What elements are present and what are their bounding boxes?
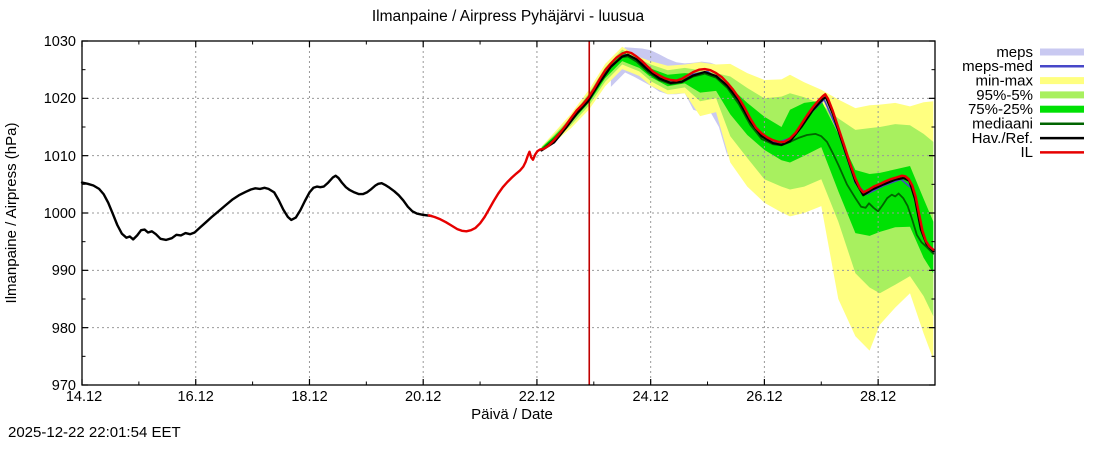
x-tick-label: 16.12	[178, 389, 214, 405]
series-lines-layer	[80, 50, 935, 255]
legend-label-meps: meps	[996, 44, 1033, 61]
y-tick-label: 1030	[44, 34, 76, 50]
series-il	[427, 50, 935, 251]
y-tick-label: 1010	[44, 149, 76, 165]
legend-swatch-95-5	[1040, 91, 1084, 99]
y-tick-label: 1020	[44, 91, 76, 107]
axis-ticks-layer	[81, 40, 935, 386]
y-tick-label: 1000	[44, 206, 76, 222]
y-tick-label: 970	[52, 378, 76, 394]
y-tick-labels: 1030 1020 1010 1000 990 980 970	[44, 34, 76, 394]
legend-label-mediaani: mediaani	[972, 116, 1033, 133]
x-tick-label: 18.12	[291, 389, 327, 405]
y-tick-label: 980	[52, 321, 76, 337]
y-axis-label: Ilmanpaine / Airpress (hPa)	[3, 123, 20, 304]
series-hav-obs	[80, 174, 433, 242]
legend-swatch-75-25	[1040, 105, 1084, 113]
x-tick-label: 26.12	[746, 389, 782, 405]
series-mediaani	[540, 55, 935, 255]
x-tick-label: 24.12	[633, 389, 669, 405]
x-tick-label: 22.12	[519, 389, 555, 405]
legend-label-75-25: 75%-25%	[968, 101, 1033, 118]
legend-label-hav-ref: Hav./Ref.	[972, 130, 1033, 147]
series-hav-ref	[540, 53, 935, 253]
x-axis-label: Päivä / Date	[471, 406, 553, 423]
legend-swatch-meps	[1040, 48, 1084, 56]
legend-label-min-max: min-max	[975, 73, 1033, 90]
legend-label-meps-med: meps-med	[962, 58, 1033, 75]
legend-swatch-min-max	[1040, 77, 1084, 85]
x-tick-label: 14.12	[66, 389, 102, 405]
legend-label-il: IL	[1020, 144, 1033, 161]
x-tick-label: 28.12	[860, 389, 896, 405]
chart-title: Ilmanpaine / Airpress Pyhäjärvi - luusua	[372, 8, 645, 25]
y-tick-label: 990	[52, 263, 76, 279]
x-tick-label: 20.12	[405, 389, 441, 405]
ensemble-bands-layer	[541, 46, 934, 360]
legend-label-95-5: 95%-5%	[976, 87, 1033, 104]
generated-timestamp: 2025-12-22 22:01:54 EET	[8, 424, 181, 441]
legend: meps meps-med min-max 95%-5% 75%-25% med…	[962, 44, 1084, 161]
grid-layer	[82, 41, 935, 385]
x-tick-labels: 14.12 16.12 18.12 20.12 22.12 24.12 26.1…	[66, 389, 896, 405]
